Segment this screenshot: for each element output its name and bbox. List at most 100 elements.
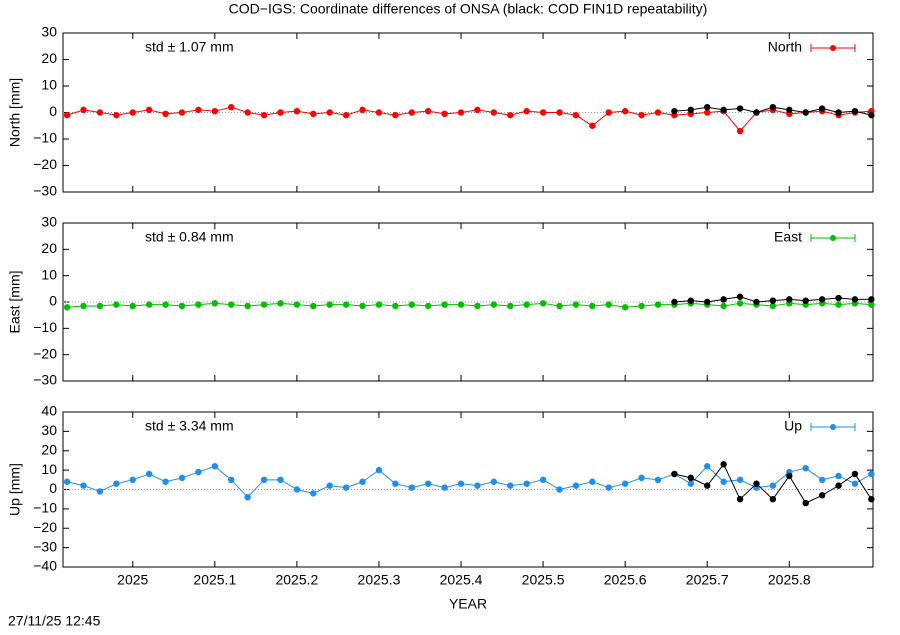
data-point [638, 302, 645, 310]
data-point [868, 111, 875, 119]
x-tick-label: 2025.8 [768, 572, 811, 588]
data-point [326, 482, 333, 489]
data-point [572, 111, 580, 119]
data-point [178, 302, 186, 310]
data-point [392, 480, 399, 487]
data-point [195, 106, 202, 114]
data-point [457, 301, 465, 308]
data-point [589, 302, 596, 310]
data-point [605, 484, 612, 491]
data-point [835, 294, 842, 302]
data-point [244, 302, 251, 310]
data-point [736, 127, 744, 135]
data-point [113, 480, 120, 487]
x-tick-label: 2025.2 [275, 572, 318, 588]
x-tick-label: 2025.1 [193, 572, 236, 588]
data-point [293, 301, 301, 308]
data-point [277, 109, 284, 116]
y-tick-label: 0 [49, 480, 57, 496]
data-point [720, 478, 727, 485]
data-point [310, 110, 317, 118]
y-tick-label: 30 [41, 24, 57, 40]
data-point [310, 302, 317, 310]
data-point [720, 302, 727, 310]
data-point [507, 111, 514, 119]
data-point [851, 296, 859, 303]
annotation: std ± 3.34 mm [145, 418, 234, 434]
data-point [769, 302, 777, 310]
data-point [490, 301, 498, 308]
data-point [523, 480, 530, 487]
data-point [621, 107, 629, 115]
data-point [851, 470, 859, 478]
data-point [342, 301, 350, 308]
data-point [359, 478, 366, 485]
data-point [408, 484, 415, 491]
data-point [556, 109, 563, 116]
data-point [474, 482, 481, 489]
y-tick-label: 40 [41, 403, 57, 419]
data-point [671, 470, 678, 478]
data-point [523, 107, 530, 115]
legend-swatch [830, 45, 836, 51]
data-point [145, 301, 153, 308]
data-point [129, 302, 136, 310]
data-point [293, 486, 301, 493]
x-tick-label: 2025.4 [440, 572, 483, 588]
data-point [375, 301, 383, 308]
legend-label: East [774, 229, 802, 245]
data-point [638, 474, 645, 482]
data-point [720, 296, 727, 303]
chart-title: COD−IGS: Coordinate differences of ONSA … [229, 1, 708, 17]
data-point [835, 482, 842, 489]
data-point [145, 106, 153, 114]
data-point [802, 109, 809, 116]
data-point [572, 301, 580, 308]
x-tick-label: 2025 [117, 572, 148, 588]
data-point [359, 106, 366, 114]
data-point [490, 478, 498, 485]
x-tick-label: 2025.3 [358, 572, 401, 588]
x-tick-label: 2025.7 [686, 572, 729, 588]
y-tick-label: 30 [41, 214, 57, 230]
data-point [441, 301, 448, 308]
data-point [260, 111, 268, 119]
data-point [769, 495, 777, 503]
data-point [704, 298, 711, 306]
data-point [851, 107, 859, 115]
data-point [359, 302, 366, 310]
data-point [621, 480, 629, 487]
data-point [507, 482, 514, 489]
data-point [63, 478, 71, 485]
y-axis-label: North [mm] [7, 78, 23, 147]
data-point [835, 301, 842, 308]
data-point [228, 301, 235, 308]
data-point [704, 109, 711, 116]
data-point [818, 105, 826, 112]
data-point [342, 484, 350, 491]
data-point [211, 300, 219, 307]
data-point [63, 304, 71, 311]
data-point [129, 476, 136, 484]
y-tick-label: −10 [33, 500, 57, 516]
series-line [66, 465, 872, 498]
y-tick-label: 10 [41, 77, 57, 93]
data-point [868, 470, 875, 478]
data-point [769, 482, 777, 489]
data-point [868, 495, 875, 503]
data-point [80, 482, 87, 489]
x-axis-label: YEAR [449, 596, 487, 612]
data-point [621, 304, 629, 311]
legend-label: Up [784, 418, 802, 434]
y-tick-label: 10 [41, 266, 57, 282]
legend-label: North [768, 39, 802, 55]
data-point [589, 122, 596, 129]
data-point [408, 301, 415, 308]
data-point [605, 301, 612, 308]
data-point [720, 106, 727, 114]
data-point [539, 476, 547, 484]
y-tick-label: −10 [33, 319, 57, 335]
data-point [375, 466, 383, 474]
